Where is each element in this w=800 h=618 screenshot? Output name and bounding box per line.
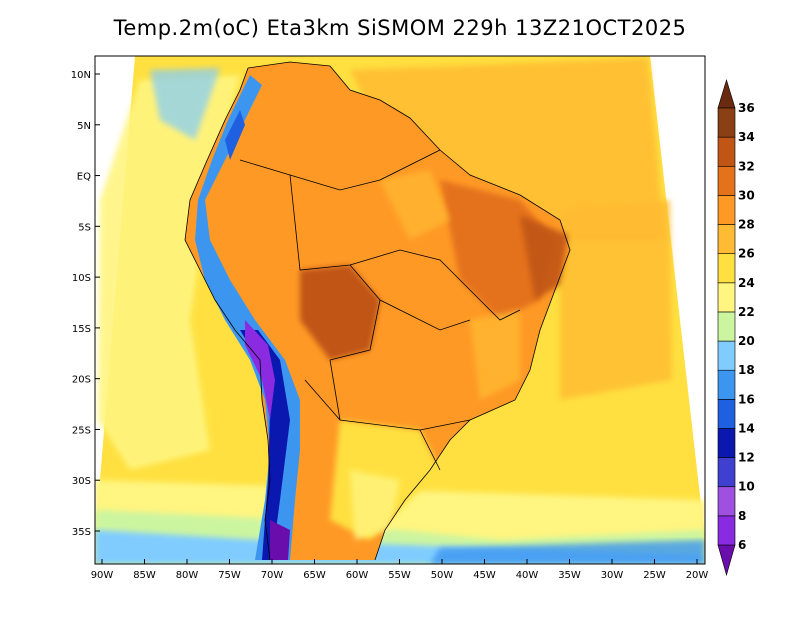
x-tick-label: 60W	[346, 570, 369, 581]
colorbar-label: 20	[738, 334, 755, 348]
colorbar-label: 10	[738, 480, 755, 494]
colorbar-label: 22	[738, 305, 755, 319]
y-tick-label: 10S	[72, 273, 91, 284]
colorbar-label: 36	[738, 101, 755, 115]
colorbar-label: 24	[738, 276, 755, 290]
colorbar-segment	[717, 515, 736, 546]
colorbar-segment	[717, 195, 736, 225]
x-tick-label: 65W	[303, 570, 326, 581]
colorbar-segment	[717, 457, 736, 488]
colorbar-segment	[717, 136, 736, 167]
colorbar-label: 30	[738, 188, 755, 202]
x-tick-label: 85W	[133, 570, 156, 581]
colorbar-label: 16	[738, 392, 755, 406]
x-axis: 90W 85W 80W 75W 70W 65W 60W 55W 50W 45W 40W 35W 30W 2…	[91, 559, 709, 581]
temperature-field	[95, 56, 705, 564]
y-tick-label: 30S	[72, 476, 91, 487]
x-tick-label: 45W	[473, 570, 496, 581]
colorbar-label: 26	[738, 247, 755, 261]
country-borders	[239, 149, 521, 471]
colorbar-segment	[717, 107, 736, 138]
y-tick-label: 20S	[72, 375, 91, 386]
colorbar-segment	[717, 486, 736, 517]
colorbar-label: 8	[738, 509, 746, 523]
x-tick-label: 30W	[601, 570, 624, 581]
x-tick-label: 90W	[91, 570, 114, 581]
colorbar-segment	[717, 340, 736, 371]
colorbar-segment	[717, 369, 736, 400]
colorbar-label: 32	[738, 159, 755, 173]
colorbar-segment	[717, 311, 736, 342]
y-tick-label: 35S	[72, 527, 91, 538]
colorbar-top-triangle	[717, 78, 736, 109]
y-tick-label: 5S	[78, 222, 91, 233]
colorbar-segment	[717, 399, 736, 429]
x-tick-label: 80W	[176, 570, 199, 581]
y-axis: 10N 5N EQ 5S 10S 15S 20S 25S 30S 35S	[71, 70, 100, 538]
colorbar-segment	[717, 282, 736, 313]
colorbar-segment	[717, 224, 736, 254]
x-tick-label: 20W	[686, 570, 709, 581]
y-tick-label: 15S	[72, 324, 91, 335]
x-tick-label: 25W	[643, 570, 666, 581]
y-tick-label: 10N	[71, 70, 91, 81]
colorbar-segment	[717, 165, 736, 196]
x-tick-label: 40W	[516, 570, 539, 581]
colorbar-label: 18	[738, 363, 755, 377]
colorbar: 6 8 10 12 14 16 18 20 22 24 26 28 30 32 34 36	[717, 78, 755, 577]
colorbar-segment	[717, 428, 736, 458]
colorbar-label: 34	[738, 130, 755, 144]
x-tick-label: 50W	[431, 570, 454, 581]
colorbar-label: 14	[738, 421, 755, 435]
x-tick-label: 55W	[388, 570, 411, 581]
colorbar-label: 12	[738, 451, 755, 465]
y-tick-label: 25S	[72, 425, 91, 436]
coastline-west	[184, 67, 271, 561]
colorbar-label: 28	[738, 218, 755, 232]
y-tick-label: 5N	[77, 121, 91, 132]
x-tick-label: 75W	[218, 570, 241, 581]
map-title: Temp.2m(oC) Eta3km SiSMOM 229h 13Z21OCT2…	[113, 16, 687, 40]
y-tick-label: EQ	[77, 172, 91, 183]
colorbar-bottom-triangle	[717, 544, 736, 577]
colorbar-label: 6	[738, 538, 746, 552]
x-tick-label: 35W	[558, 570, 581, 581]
colorbar-segment	[717, 253, 736, 284]
x-tick-label: 70W	[261, 570, 284, 581]
coastline	[247, 61, 571, 561]
